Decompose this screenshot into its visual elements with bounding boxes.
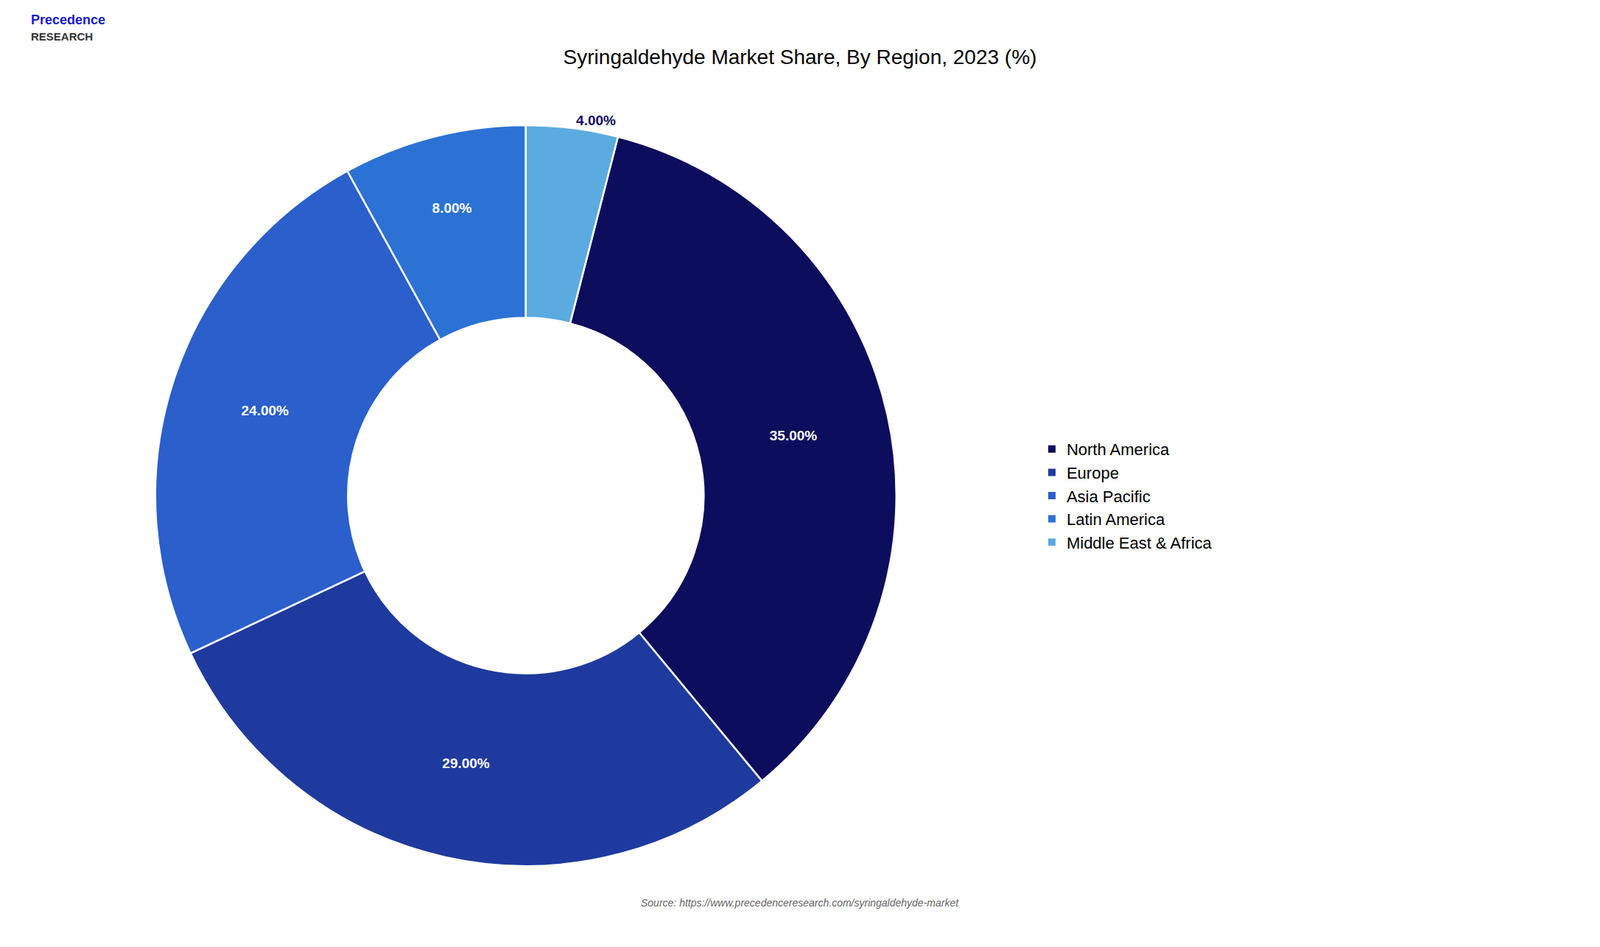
svg-text:Precedence: Precedence [30,12,106,28]
svg-text:4.00%: 4.00% [576,112,616,129]
svg-text:North America: North America [1066,440,1170,459]
svg-text:Source: https://www.precedence: Source: https://www.precedenceresearch.c… [640,897,960,910]
svg-text:Middle East & Africa: Middle East & Africa [1066,534,1213,553]
svg-text:RESEARCH: RESEARCH [30,30,93,43]
svg-text:Syringaldehyde Market Share, B: Syringaldehyde Market Share, By Region, … [563,45,1038,69]
svg-text:35.00%: 35.00% [769,427,818,444]
svg-text:Latin America: Latin America [1066,510,1166,529]
svg-text:29.00%: 29.00% [441,755,490,772]
svg-text:24.00%: 24.00% [241,402,290,419]
svg-text:Europe: Europe [1066,464,1119,483]
svg-text:Asia Pacific: Asia Pacific [1066,487,1151,507]
svg-text:8.00%: 8.00% [432,200,473,216]
